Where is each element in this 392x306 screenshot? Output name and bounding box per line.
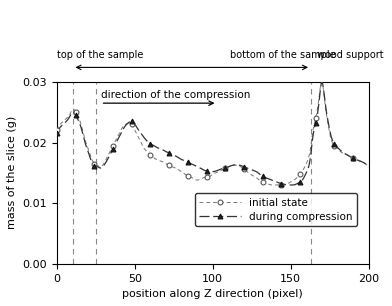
Text: wood support: wood support bbox=[317, 50, 384, 60]
Y-axis label: mass of the slice (g): mass of the slice (g) bbox=[7, 116, 17, 230]
Text: bottom of the sample: bottom of the sample bbox=[230, 50, 336, 60]
Text: top of the sample: top of the sample bbox=[57, 50, 144, 60]
Legend: initial state, during compression: initial state, during compression bbox=[195, 193, 357, 226]
Text: direction of the compression: direction of the compression bbox=[101, 90, 250, 100]
X-axis label: position along Z direction (pixel): position along Z direction (pixel) bbox=[122, 289, 303, 299]
